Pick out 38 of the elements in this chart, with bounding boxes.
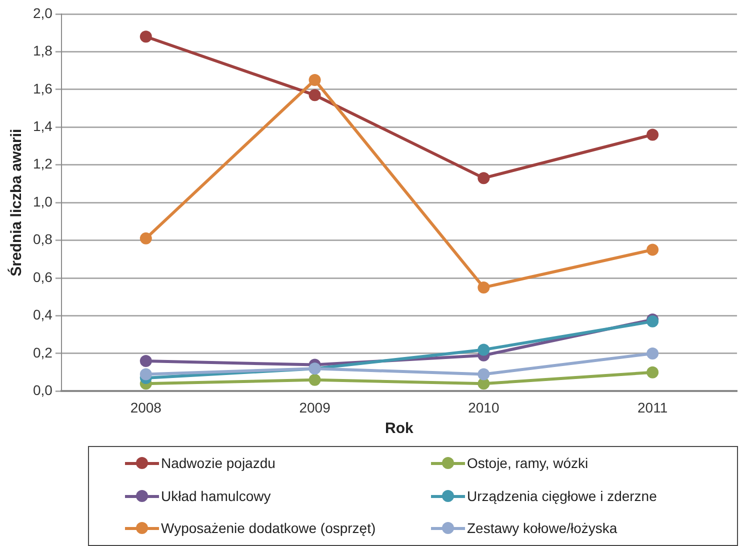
point <box>478 172 490 184</box>
y-tick-label: 1,8 <box>32 42 53 59</box>
point <box>646 128 659 141</box>
point <box>478 281 490 294</box>
y-tick-label: 1,6 <box>32 80 53 96</box>
x-tick-label: 2011 <box>638 399 668 416</box>
point <box>140 232 152 244</box>
legend-label: Wyposażenie dodatkowe (osprzęt) <box>161 520 376 536</box>
point <box>478 344 490 356</box>
y-tick-label: 1,4 <box>32 118 53 134</box>
point <box>308 89 321 102</box>
point <box>308 374 321 386</box>
point <box>140 355 152 368</box>
y-tick-label: 2,0 <box>32 4 53 21</box>
point <box>140 30 152 43</box>
point <box>646 366 659 378</box>
point <box>308 74 321 86</box>
legend-label: Nadwozie pojazdu <box>161 455 276 471</box>
y-axis-title: Średnia liczba awarii <box>7 128 26 276</box>
point <box>646 347 659 360</box>
y-tick-label: 0,6 <box>32 268 53 285</box>
point <box>646 244 659 256</box>
y-tick-label: 0,4 <box>32 306 53 323</box>
x-tick-label: 2010 <box>468 399 500 416</box>
point <box>140 368 152 380</box>
x-tick-label: 2009 <box>299 399 331 416</box>
legend-label: Urządzenia cięgłowe i zderzne <box>467 488 657 504</box>
legend-label: Ostoje, ramy, wózki <box>467 455 588 471</box>
y-tick-label: 0,0 <box>32 382 53 398</box>
legend-label: Zestawy kołowe/łożyska <box>467 520 618 536</box>
legend-label: Układ hamulcowy <box>161 488 271 504</box>
y-tick-label: 0,8 <box>32 231 53 248</box>
y-tick-label: 1,0 <box>32 193 53 210</box>
y-tick-label: 1,2 <box>32 156 53 172</box>
x-axis-title: Rok <box>385 420 414 438</box>
y-tick-label: 0,2 <box>32 344 53 360</box>
x-tick-label: 2008 <box>130 399 162 416</box>
point <box>478 368 490 380</box>
